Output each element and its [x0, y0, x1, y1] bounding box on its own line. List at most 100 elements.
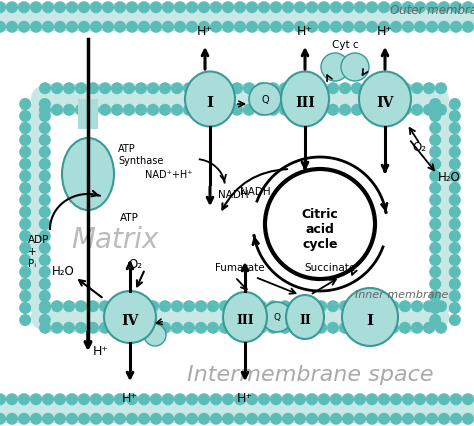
Circle shape — [54, 393, 66, 405]
Circle shape — [31, 86, 59, 114]
Circle shape — [306, 22, 318, 34]
Ellipse shape — [341, 54, 369, 82]
Circle shape — [78, 393, 90, 405]
Circle shape — [402, 2, 414, 14]
Circle shape — [39, 207, 51, 219]
Circle shape — [126, 393, 138, 405]
Circle shape — [39, 111, 51, 123]
Ellipse shape — [104, 291, 156, 343]
Circle shape — [159, 83, 171, 95]
Circle shape — [342, 22, 354, 34]
Circle shape — [423, 300, 435, 312]
Circle shape — [39, 278, 51, 290]
Circle shape — [429, 266, 441, 278]
Circle shape — [234, 2, 246, 14]
Circle shape — [363, 104, 375, 117]
Circle shape — [435, 300, 447, 312]
Circle shape — [6, 22, 18, 34]
Circle shape — [174, 2, 186, 14]
Circle shape — [234, 413, 246, 425]
Circle shape — [39, 242, 51, 254]
Circle shape — [111, 300, 123, 312]
Ellipse shape — [342, 288, 398, 346]
Circle shape — [19, 207, 31, 219]
Circle shape — [207, 83, 219, 95]
Circle shape — [255, 300, 267, 312]
Circle shape — [135, 104, 147, 117]
Circle shape — [426, 2, 438, 14]
Circle shape — [159, 104, 171, 117]
Circle shape — [0, 413, 6, 425]
Circle shape — [339, 83, 351, 95]
Text: IV: IV — [121, 313, 139, 327]
Bar — [0, 4, 474, 32]
Circle shape — [390, 2, 402, 14]
Circle shape — [186, 393, 198, 405]
Circle shape — [399, 322, 411, 334]
Bar — [78, 100, 98, 130]
Circle shape — [222, 393, 234, 405]
Circle shape — [450, 393, 462, 405]
Circle shape — [114, 393, 126, 405]
Text: IV: IV — [376, 96, 394, 110]
Circle shape — [449, 266, 461, 278]
Circle shape — [123, 322, 135, 334]
Circle shape — [39, 322, 51, 334]
Circle shape — [267, 104, 279, 117]
Circle shape — [150, 22, 162, 34]
Circle shape — [30, 413, 42, 425]
Circle shape — [147, 322, 159, 334]
Text: H⁺: H⁺ — [93, 344, 109, 357]
Circle shape — [63, 322, 75, 334]
Circle shape — [363, 322, 375, 334]
Circle shape — [99, 104, 111, 117]
Text: I: I — [366, 313, 374, 327]
Circle shape — [147, 300, 159, 312]
Ellipse shape — [359, 72, 411, 127]
Text: NADH: NADH — [218, 190, 249, 199]
Circle shape — [39, 99, 51, 111]
Circle shape — [255, 83, 267, 95]
Circle shape — [387, 83, 399, 95]
Circle shape — [246, 393, 258, 405]
Ellipse shape — [144, 324, 166, 346]
Circle shape — [19, 230, 31, 242]
Circle shape — [150, 393, 162, 405]
Circle shape — [246, 22, 258, 34]
Circle shape — [429, 278, 441, 290]
Text: H⁺: H⁺ — [122, 391, 138, 404]
Circle shape — [66, 413, 78, 425]
Circle shape — [267, 300, 279, 312]
Circle shape — [378, 2, 390, 14]
Circle shape — [354, 393, 366, 405]
Text: Outer membrane: Outer membrane — [390, 3, 474, 17]
Circle shape — [429, 135, 441, 147]
Circle shape — [318, 2, 330, 14]
Circle shape — [39, 195, 51, 207]
Circle shape — [39, 158, 51, 170]
Text: Cyt c: Cyt c — [332, 40, 358, 50]
Circle shape — [39, 314, 51, 326]
Circle shape — [270, 22, 282, 34]
Circle shape — [342, 393, 354, 405]
Text: H⁺: H⁺ — [197, 25, 213, 38]
Circle shape — [162, 22, 174, 34]
Circle shape — [234, 393, 246, 405]
Circle shape — [262, 302, 292, 332]
Circle shape — [51, 300, 63, 312]
Circle shape — [449, 254, 461, 266]
Circle shape — [111, 322, 123, 334]
Circle shape — [18, 393, 30, 405]
Circle shape — [390, 393, 402, 405]
Circle shape — [429, 230, 441, 242]
Circle shape — [147, 104, 159, 117]
Circle shape — [114, 22, 126, 34]
Text: Q: Q — [261, 95, 269, 105]
Circle shape — [449, 314, 461, 326]
Circle shape — [387, 322, 399, 334]
Circle shape — [450, 22, 462, 34]
Circle shape — [378, 393, 390, 405]
Circle shape — [258, 22, 270, 34]
Text: Intermembrane space: Intermembrane space — [187, 364, 433, 384]
Circle shape — [411, 83, 423, 95]
